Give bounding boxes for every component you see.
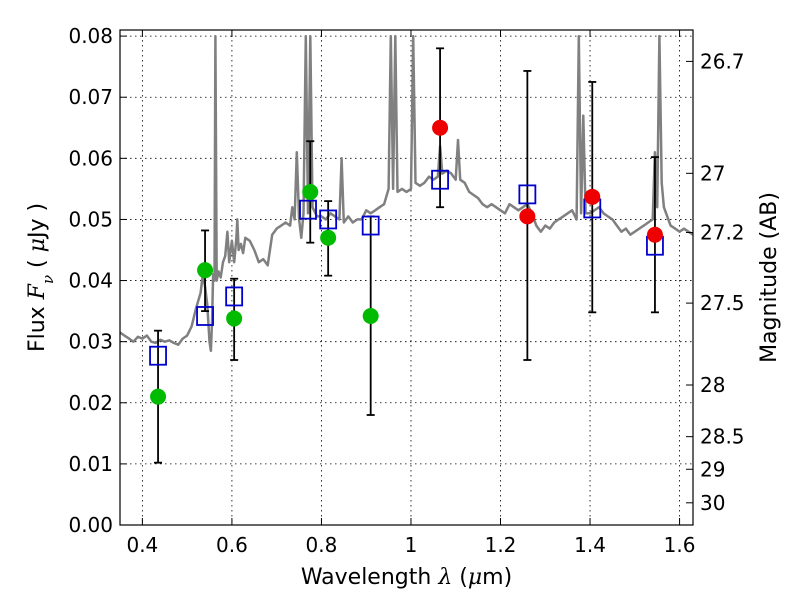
detected-marker <box>320 230 336 246</box>
detected-marker <box>197 262 213 278</box>
y-tick-label: 0.04 <box>68 269 113 293</box>
y-axis-label: Flux Fν ( μJy ) <box>25 203 57 352</box>
ir-marker <box>584 189 600 205</box>
y2-tick-label: 28 <box>700 373 725 397</box>
detected-marker <box>150 389 166 405</box>
detected-marker <box>226 310 242 326</box>
axis-ticks: 0.4 0.6 0.8 1 1.2 1.4 1.6 0.00 0.01 0.02 0.03 0.04 0… <box>68 24 744 557</box>
ir-marker <box>519 208 535 224</box>
y2-tick-label: 30 <box>700 491 725 515</box>
y-tick-label: 0.05 <box>68 207 113 231</box>
x-axis-label: Wavelength λ (μm) <box>301 565 512 590</box>
y2-axis-label: Magnitude (AB) <box>757 192 782 363</box>
detected-marker <box>302 184 318 200</box>
sed-chart: 0.4 0.6 0.8 1 1.2 1.4 1.6 0.00 0.01 0.02 0.03 0.04 0… <box>0 0 800 600</box>
y-tick-label: 0.01 <box>68 452 113 476</box>
y2-tick-label: 27.2 <box>700 220 745 244</box>
y-tick-label: 0.07 <box>68 85 113 109</box>
y2-tick-label: 27.5 <box>700 291 745 315</box>
detected-marker <box>363 308 379 324</box>
y-tick-label: 0.00 <box>68 513 113 537</box>
y-tick-label: 0.08 <box>68 24 113 48</box>
y-tick-label: 0.03 <box>68 330 113 354</box>
ir-marker <box>432 120 448 136</box>
y-tick-label: 0.06 <box>68 146 113 170</box>
y2-tick-label: 29 <box>700 457 725 481</box>
y2-tick-label: 28.5 <box>700 425 745 449</box>
x-tick-label: 1.2 <box>485 533 517 557</box>
ir-marker <box>647 227 663 243</box>
observed-photometry-layer <box>150 120 663 405</box>
x-tick-label: 1.6 <box>664 533 696 557</box>
x-tick-label: 0.4 <box>126 533 158 557</box>
x-tick-label: 1 <box>405 533 418 557</box>
y2-tick-label: 27 <box>700 161 725 185</box>
x-tick-label: 0.6 <box>216 533 248 557</box>
y-tick-label: 0.02 <box>68 391 113 415</box>
y2-tick-label: 26.7 <box>700 49 745 73</box>
x-tick-label: 0.8 <box>306 533 338 557</box>
x-tick-label: 1.4 <box>574 533 606 557</box>
